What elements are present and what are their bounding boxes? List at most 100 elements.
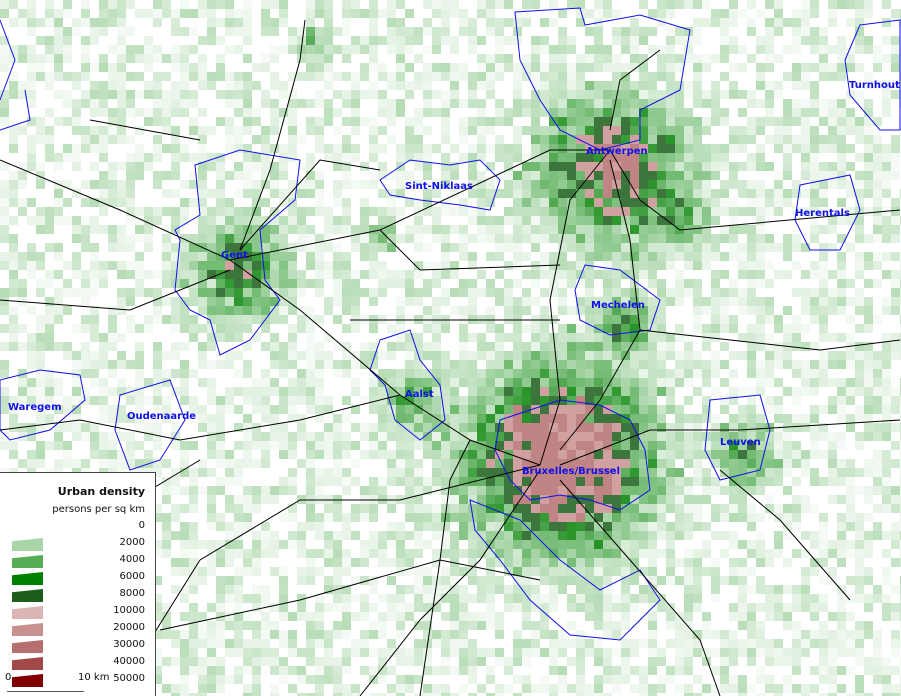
density-cell — [621, 477, 630, 486]
density-cell — [819, 432, 828, 441]
density-cell — [288, 612, 297, 621]
density-cell — [702, 414, 711, 423]
density-cell — [459, 63, 468, 72]
density-cell — [711, 504, 720, 513]
density-cell — [603, 351, 612, 360]
density-cell — [252, 585, 261, 594]
density-cell — [738, 288, 747, 297]
density-cell — [324, 243, 333, 252]
density-cell — [261, 171, 270, 180]
density-cell — [846, 126, 855, 135]
density-cell — [549, 567, 558, 576]
density-cell — [846, 18, 855, 27]
density-cell — [747, 450, 756, 459]
density-cell — [621, 72, 630, 81]
density-cell — [756, 423, 765, 432]
density-cell — [27, 396, 36, 405]
density-cell — [648, 342, 657, 351]
density-cell — [45, 144, 54, 153]
density-cell — [882, 189, 891, 198]
density-cell — [468, 234, 477, 243]
density-cell — [756, 117, 765, 126]
density-cell — [144, 423, 153, 432]
density-cell — [252, 540, 261, 549]
density-cell — [819, 243, 828, 252]
density-cell — [315, 27, 324, 36]
density-cell — [297, 216, 306, 225]
density-cell — [180, 468, 189, 477]
density-cell — [468, 486, 477, 495]
density-cell — [801, 72, 810, 81]
density-cell — [567, 387, 576, 396]
density-cell — [153, 603, 162, 612]
density-cell — [261, 180, 270, 189]
density-cell — [513, 441, 522, 450]
density-cell — [306, 18, 315, 27]
density-cell — [495, 351, 504, 360]
density-cell — [423, 207, 432, 216]
density-cell — [765, 405, 774, 414]
density-cell — [810, 441, 819, 450]
density-cell — [558, 477, 567, 486]
density-cell — [585, 432, 594, 441]
density-cell — [432, 324, 441, 333]
density-cell — [396, 0, 405, 9]
density-cell — [837, 72, 846, 81]
density-cell — [0, 297, 9, 306]
density-cell — [45, 54, 54, 63]
density-cell — [198, 414, 207, 423]
density-cell — [729, 324, 738, 333]
density-cell — [387, 234, 396, 243]
density-cell — [315, 90, 324, 99]
density-cell — [288, 540, 297, 549]
density-cell — [603, 441, 612, 450]
density-cell — [504, 441, 513, 450]
density-cell — [495, 432, 504, 441]
density-cell — [855, 531, 864, 540]
density-cell — [855, 18, 864, 27]
density-cell — [792, 414, 801, 423]
density-cell — [396, 396, 405, 405]
density-cell — [477, 216, 486, 225]
density-cell — [432, 459, 441, 468]
density-cell — [198, 468, 207, 477]
density-cell — [540, 180, 549, 189]
density-cell — [234, 531, 243, 540]
density-cell — [855, 486, 864, 495]
density-cell — [603, 108, 612, 117]
density-cell — [243, 171, 252, 180]
density-cell — [180, 216, 189, 225]
density-cell — [423, 576, 432, 585]
density-cell — [45, 297, 54, 306]
density-cell — [819, 189, 828, 198]
density-cell — [324, 234, 333, 243]
density-cell — [441, 405, 450, 414]
density-cell — [666, 432, 675, 441]
density-cell — [576, 522, 585, 531]
density-cell — [612, 297, 621, 306]
density-cell — [747, 477, 756, 486]
density-cell — [558, 513, 567, 522]
density-cell — [198, 198, 207, 207]
density-cell — [684, 261, 693, 270]
density-cell — [558, 504, 567, 513]
density-cell — [477, 468, 486, 477]
density-cell — [243, 108, 252, 117]
density-cell — [567, 81, 576, 90]
density-cell — [693, 0, 702, 9]
density-cell — [477, 0, 486, 9]
density-cell — [315, 522, 324, 531]
density-cell — [414, 54, 423, 63]
density-cell — [324, 576, 333, 585]
density-cell — [108, 198, 117, 207]
density-cell — [540, 144, 549, 153]
density-cell — [324, 72, 333, 81]
density-cell — [765, 495, 774, 504]
density-cell — [612, 522, 621, 531]
density-cell — [270, 279, 279, 288]
density-cell — [396, 27, 405, 36]
density-cell — [288, 108, 297, 117]
density-cell — [783, 504, 792, 513]
density-cell — [135, 252, 144, 261]
